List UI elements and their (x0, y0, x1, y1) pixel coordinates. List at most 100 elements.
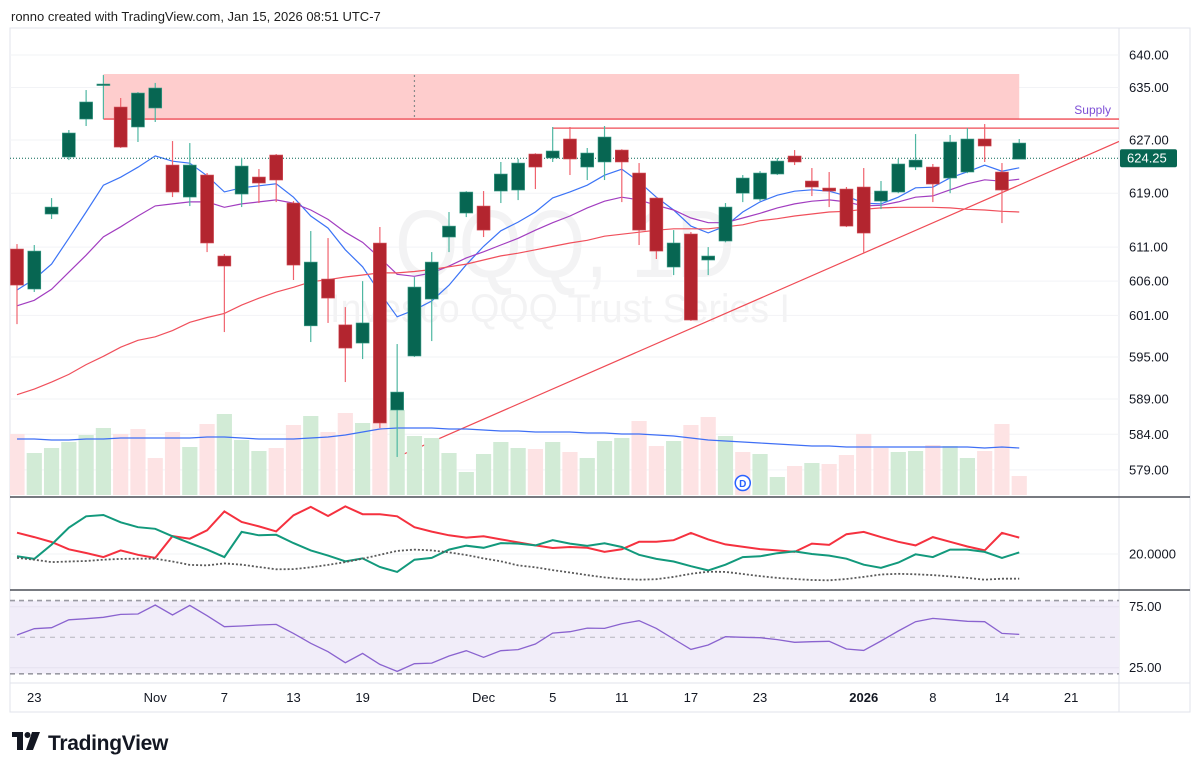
candle-body[interactable] (943, 141, 957, 179)
volume-bar (648, 446, 664, 495)
time-axis-label: Nov (144, 690, 168, 705)
candle-body[interactable] (27, 250, 42, 290)
candle-body[interactable] (217, 255, 232, 267)
candle-body[interactable] (286, 202, 301, 266)
candle-body[interactable] (44, 206, 59, 215)
candle-body[interactable] (614, 149, 629, 163)
candle-body[interactable] (908, 159, 923, 168)
candle-body[interactable] (632, 172, 646, 231)
supply-zone[interactable] (103, 74, 1020, 120)
tradingview-logo-icon (12, 731, 42, 756)
main-pane[interactable]: Supply D (9, 74, 1119, 495)
candle-body[interactable] (580, 152, 595, 168)
time-axis-label: 14 (995, 690, 1009, 705)
candle-body[interactable] (234, 165, 249, 195)
candle-body[interactable] (701, 255, 716, 261)
candle-body[interactable] (269, 154, 284, 181)
candle-body[interactable] (390, 391, 404, 411)
candle-body[interactable] (684, 233, 698, 321)
volume-bar (199, 424, 215, 495)
candle-body[interactable] (753, 172, 767, 200)
time-axis-label: 23 (27, 690, 41, 705)
candle-body[interactable] (528, 153, 543, 168)
candle-body[interactable] (355, 322, 370, 344)
candle-body[interactable] (373, 242, 387, 424)
candle-body[interactable] (511, 162, 525, 191)
candle-body[interactable] (165, 164, 180, 193)
volume-bar (147, 458, 163, 495)
volume-bar (268, 448, 284, 495)
candle-body[interactable] (407, 286, 422, 357)
candle-body[interactable] (338, 324, 353, 349)
candle-body[interactable] (666, 242, 681, 268)
candle-body[interactable] (787, 155, 802, 163)
candle-body[interactable] (148, 87, 163, 109)
candle-body[interactable] (321, 278, 335, 299)
candle-body[interactable] (856, 186, 871, 234)
volume-bar (907, 451, 924, 495)
candle-body[interactable] (79, 101, 93, 120)
volume-bar (320, 432, 336, 495)
candle-body[interactable] (252, 176, 266, 184)
candle-body[interactable] (545, 150, 560, 159)
price-axis-label: 640.00 (1129, 48, 1169, 63)
candle-body[interactable] (563, 138, 577, 160)
candle-body[interactable] (649, 197, 664, 252)
volume-bar (838, 455, 855, 495)
volume-bar (441, 453, 457, 495)
price-axis-label: 584.00 (1129, 427, 1169, 442)
candle-body[interactable] (424, 261, 439, 300)
candle-body[interactable] (770, 160, 785, 175)
chart-border (9, 27, 1191, 713)
candle-body[interactable] (131, 92, 145, 128)
candle-body[interactable] (442, 225, 456, 238)
volume-bar (78, 435, 94, 495)
time-axis-label: 8 (929, 690, 936, 705)
price-axis-label: 611.00 (1129, 240, 1168, 255)
candle-body[interactable] (459, 191, 474, 214)
candle-body[interactable] (183, 164, 197, 198)
dividend-marker[interactable] (734, 474, 752, 492)
candle-body[interactable] (113, 106, 128, 148)
candle-body[interactable] (874, 190, 888, 202)
candle-body[interactable] (200, 174, 214, 244)
dmi-pane[interactable] (16, 505, 1020, 582)
candle-body[interactable] (977, 138, 992, 147)
time-axis-label: 5 (549, 690, 556, 705)
candle-body[interactable] (494, 173, 508, 192)
price-axis-label: 606.00 (1129, 274, 1169, 289)
volume-bar (216, 414, 232, 495)
volume-bar (424, 438, 440, 495)
volume-bar (562, 452, 578, 495)
candle-body[interactable] (891, 163, 906, 193)
candle-body[interactable] (718, 206, 733, 242)
volume-bar (406, 436, 423, 495)
rsi-axis-label: 75.00 (1129, 599, 1162, 614)
candle-body[interactable] (995, 171, 1009, 191)
volume-bar (545, 442, 561, 495)
volume-bar (510, 448, 526, 495)
candle-body[interactable] (805, 180, 819, 188)
candle-body[interactable] (735, 177, 750, 194)
candle-body[interactable] (822, 187, 836, 192)
dmi-axis-label: 20.0000 (1129, 547, 1176, 562)
candle-body[interactable] (839, 188, 854, 227)
candle-body[interactable] (476, 205, 491, 231)
trendline[interactable] (396, 140, 1119, 458)
volume-bar (1011, 476, 1027, 495)
candle-body[interactable] (597, 136, 612, 163)
candle-body[interactable] (1012, 142, 1027, 160)
candle-body[interactable] (960, 138, 975, 173)
volume-bar (95, 428, 111, 495)
candle-body[interactable] (96, 83, 111, 86)
tradingview-logo[interactable]: TradingView (12, 731, 168, 756)
rsi-pane[interactable] (10, 599, 1119, 675)
time-axis-label: 17 (684, 690, 698, 705)
candle-body[interactable] (303, 261, 318, 327)
time-axis-label: 13 (286, 690, 300, 705)
candle-body[interactable] (926, 166, 940, 185)
volume-bar (752, 454, 768, 495)
candle-body[interactable] (10, 248, 24, 286)
candle-body[interactable] (62, 132, 76, 158)
